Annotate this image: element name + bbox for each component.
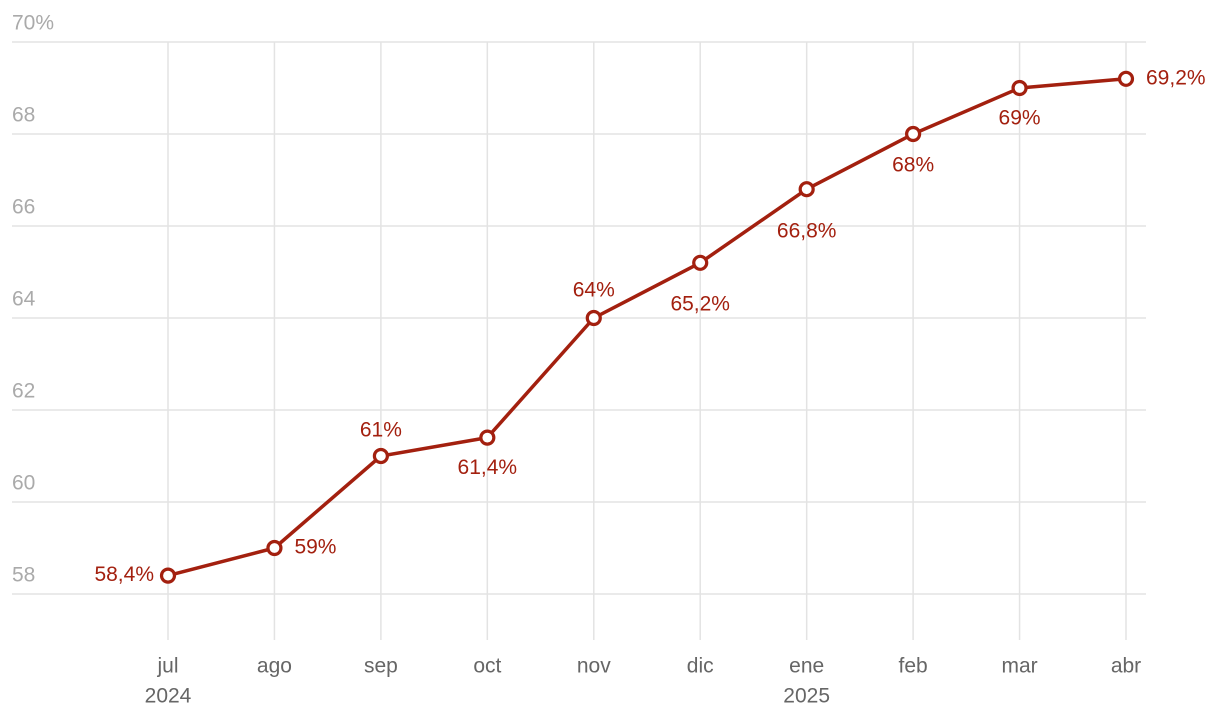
data-label: 58,4% [94,563,154,586]
x-year-label: 2025 [783,685,830,708]
y-tick-label: 66 [12,196,35,219]
data-label: 61% [360,419,402,442]
x-tick-label: sep [364,655,398,678]
x-tick-label: feb [899,655,928,678]
y-tick-label: 58 [12,564,35,587]
x-tick-label: ene [789,655,824,678]
data-label: 64% [573,279,615,302]
point [1011,79,1028,97]
data-label: 66,8% [777,220,837,243]
point [479,429,496,446]
data-label: 59% [294,536,336,559]
y-tick-label: 62 [12,380,35,403]
data-label: 69% [999,107,1041,130]
data-label: 68% [892,154,934,177]
y-tick-label: 60 [12,472,35,495]
point [266,539,283,557]
y-tick-label: 68 [12,104,35,127]
data-label: 69,2% [1146,66,1206,89]
y-tick-label: 64 [12,288,36,311]
y-tick-label: 70% [12,12,54,35]
data-label: 65,2% [670,292,730,315]
point [159,567,177,584]
point [1117,70,1135,87]
point [905,125,922,143]
x-tick-label: mar [1001,655,1037,678]
x-tick-label: dic [687,655,714,678]
data-label: 61,4% [458,456,518,479]
point [692,254,709,271]
point [798,181,815,198]
x-tick-label: oct [473,655,501,678]
x-year-label: 2024 [145,685,192,708]
point [585,309,602,327]
x-tick-label: jul [156,655,178,678]
x-tick-label: ago [257,655,292,678]
point [372,447,389,465]
line [167,77,1127,578]
x-tick-label: nov [577,655,611,678]
x-tick-label: abr [1111,655,1141,678]
